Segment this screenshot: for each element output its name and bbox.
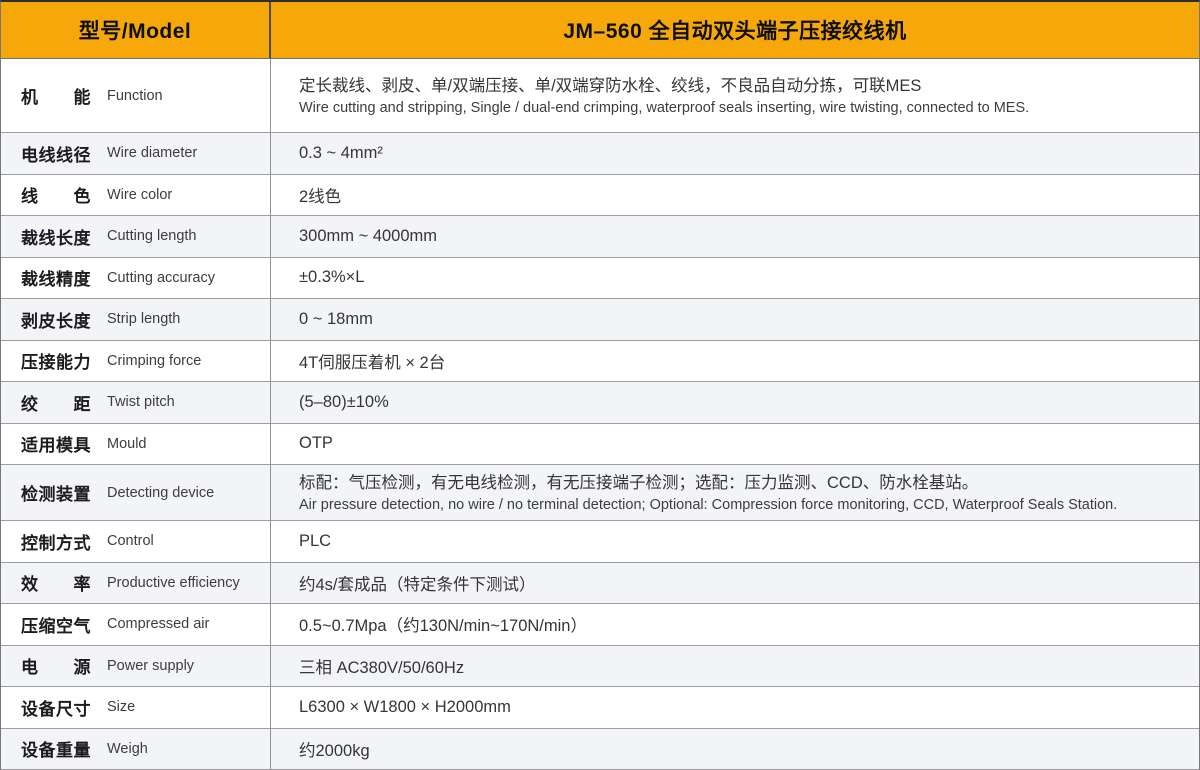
row-label-en: Detecting device (107, 484, 215, 501)
row-label-en: Power supply (107, 657, 195, 674)
row-label-cell: 裁线长度 Cutting length (1, 216, 271, 257)
table-row: 适用模具 Mould OTP (1, 422, 1199, 464)
spec-rows: 机 能 Function 定长裁线、剥皮、单/双端压接、单/双端穿防水栓、绞线，… (1, 59, 1199, 769)
row-label-cn: 机 能 (21, 88, 91, 107)
row-value: 三相 AC380V/50/60Hz (299, 658, 465, 677)
row-value: OTP (299, 434, 333, 453)
row-label-cell: 线 色 Wire color (1, 174, 271, 215)
row-label-en: Mould (107, 435, 147, 452)
row-value: 0.3 ~ 4mm² (299, 143, 383, 162)
row-label-cn: 裁线精度 (21, 270, 91, 290)
row-label-en: Cutting accuracy (107, 269, 215, 286)
row-value: 0 ~ 18mm (299, 309, 373, 328)
table-row: 设备尺寸 Size L6300 × W1800 × H2000mm (1, 686, 1199, 728)
table-row: 检测装置 Detecting device 标配：气压检测，有无电线检测，有无压… (1, 464, 1199, 520)
row-label-cn: 控制方式 (21, 533, 91, 553)
row-label-cn: 剥皮长度 (21, 311, 91, 331)
table-row: 裁线长度 Cutting length 300mm ~ 4000mm (1, 215, 1199, 257)
row-label-cn: 裁线长度 (21, 228, 91, 248)
table-row: 设备重量 Weigh 约2000kg (1, 727, 1199, 769)
row-label-en: Wire color (107, 186, 173, 203)
row-label-cell: 剥皮长度 Strip length (1, 299, 271, 340)
row-label-cell: 机 能 Function (1, 59, 271, 132)
table-row: 裁线精度 Cutting accuracy ±0.3%×L (1, 256, 1199, 298)
table-row: 控制方式 Control PLC (1, 520, 1199, 562)
row-label-en: Productive efficiency (107, 574, 240, 591)
table-header: 型号/Model JM–560 全自动双头端子压接绞线机 (1, 2, 1199, 59)
row-label-cn: 适用模具 (21, 436, 91, 456)
table-row: 压接能力 Crimping force 4T伺服压着机 × 2台 (1, 339, 1199, 381)
row-label-cell: 控制方式 Control (1, 521, 271, 562)
table-row: 电线线径 Wire diameter 0.3 ~ 4mm² (1, 132, 1199, 174)
row-label-cn: 电 源 (21, 658, 91, 678)
row-value: 300mm ~ 4000mm (299, 226, 438, 245)
row-label-cell: 电 源 Power supply (1, 645, 271, 686)
row-label-cn: 设备重量 (21, 741, 91, 761)
row-label-cn: 检测装置 (21, 485, 91, 504)
row-label-en: Weigh (107, 740, 148, 757)
row-label-en: Crimping force (107, 352, 202, 369)
row-label-cn: 绞 距 (21, 394, 91, 414)
table-row: 线 色 Wire color 2线色 (1, 173, 1199, 215)
row-label-cell: 裁线精度 Cutting accuracy (1, 257, 271, 298)
row-label-cn: 压缩空气 (21, 616, 91, 636)
row-value: L6300 × W1800 × H2000mm (299, 697, 511, 716)
row-label-en: Twist pitch (107, 394, 175, 411)
header-product-title: JM–560 全自动双头端子压接绞线机 (563, 20, 907, 43)
row-value: 约2000kg (299, 741, 370, 760)
row-label-cell: 检测装置 Detecting device (1, 465, 271, 520)
table-row: 绞 距 Twist pitch (5–80)±10% (1, 381, 1199, 423)
row-value: PLC (299, 531, 332, 550)
table-row: 机 能 Function 定长裁线、剥皮、单/双端压接、单/双端穿防水栓、绞线，… (1, 59, 1199, 132)
row-value-cn: 标配：气压检测，有无电线检测，有无压接端子检测；选配：压力监测、CCD、防水栓基… (299, 473, 979, 492)
row-value-cn: 定长裁线、剥皮、单/双端压接、单/双端穿防水栓、绞线，不良品自动分拣，可联MES (299, 76, 922, 95)
row-value: 0.5~0.7Mpa（约130N/min~170N/min） (299, 617, 587, 636)
row-label-cn: 压接能力 (21, 353, 91, 373)
row-label-en: Cutting length (107, 228, 197, 245)
row-label-cell: 绞 距 Twist pitch (1, 382, 271, 423)
row-label-en: Strip length (107, 311, 181, 328)
table-row: 剥皮长度 Strip length 0 ~ 18mm (1, 298, 1199, 340)
table-row: 电 源 Power supply 三相 AC380V/50/60Hz (1, 644, 1199, 686)
table-row: 效 率 Productive efficiency 约4s/套成品（特定条件下测… (1, 561, 1199, 603)
row-label-cell: 电线线径 Wire diameter (1, 133, 271, 174)
row-label-cell: 压接能力 Crimping force (1, 340, 271, 381)
row-value: 标配：气压检测，有无电线检测，有无压接端子检测；选配：压力监测、CCD、防水栓基… (271, 465, 1199, 520)
row-value: 2线色 (299, 187, 342, 206)
row-label-cn: 设备尺寸 (21, 699, 91, 719)
row-value: (5–80)±10% (299, 392, 389, 411)
row-value: 约4s/套成品（特定条件下测试） (299, 575, 536, 594)
row-value: ±0.3%×L (299, 268, 365, 287)
row-label-en: Wire diameter (107, 145, 198, 162)
row-label-cn: 线 色 (21, 187, 91, 207)
table-row: 压缩空气 Compressed air 0.5~0.7Mpa（约130N/min… (1, 603, 1199, 645)
row-label-en: Control (107, 533, 154, 550)
row-value: 定长裁线、剥皮、单/双端压接、单/双端穿防水栓、绞线，不良品自动分拣，可联MES… (271, 59, 1199, 132)
header-model-label: 型号/Model (1, 2, 271, 58)
row-label-cn: 效 率 (21, 575, 91, 595)
row-label-cell: 效 率 Productive efficiency (1, 562, 271, 603)
row-label-cn: 电线线径 (21, 145, 91, 165)
row-label-en: Function (107, 87, 163, 104)
row-label-en: Compressed air (107, 616, 210, 633)
row-label-cell: 设备重量 Weigh (1, 728, 271, 769)
row-label-cell: 压缩空气 Compressed air (1, 604, 271, 645)
row-label-cell: 设备尺寸 Size (1, 687, 271, 728)
row-label-en: Size (107, 699, 136, 716)
row-value-en: Air pressure detection, no wire / no ter… (299, 496, 1118, 513)
row-label-cell: 适用模具 Mould (1, 423, 271, 464)
row-value: 4T伺服压着机 × 2台 (299, 353, 446, 372)
row-value-en: Wire cutting and stripping, Single / dua… (299, 99, 1030, 116)
